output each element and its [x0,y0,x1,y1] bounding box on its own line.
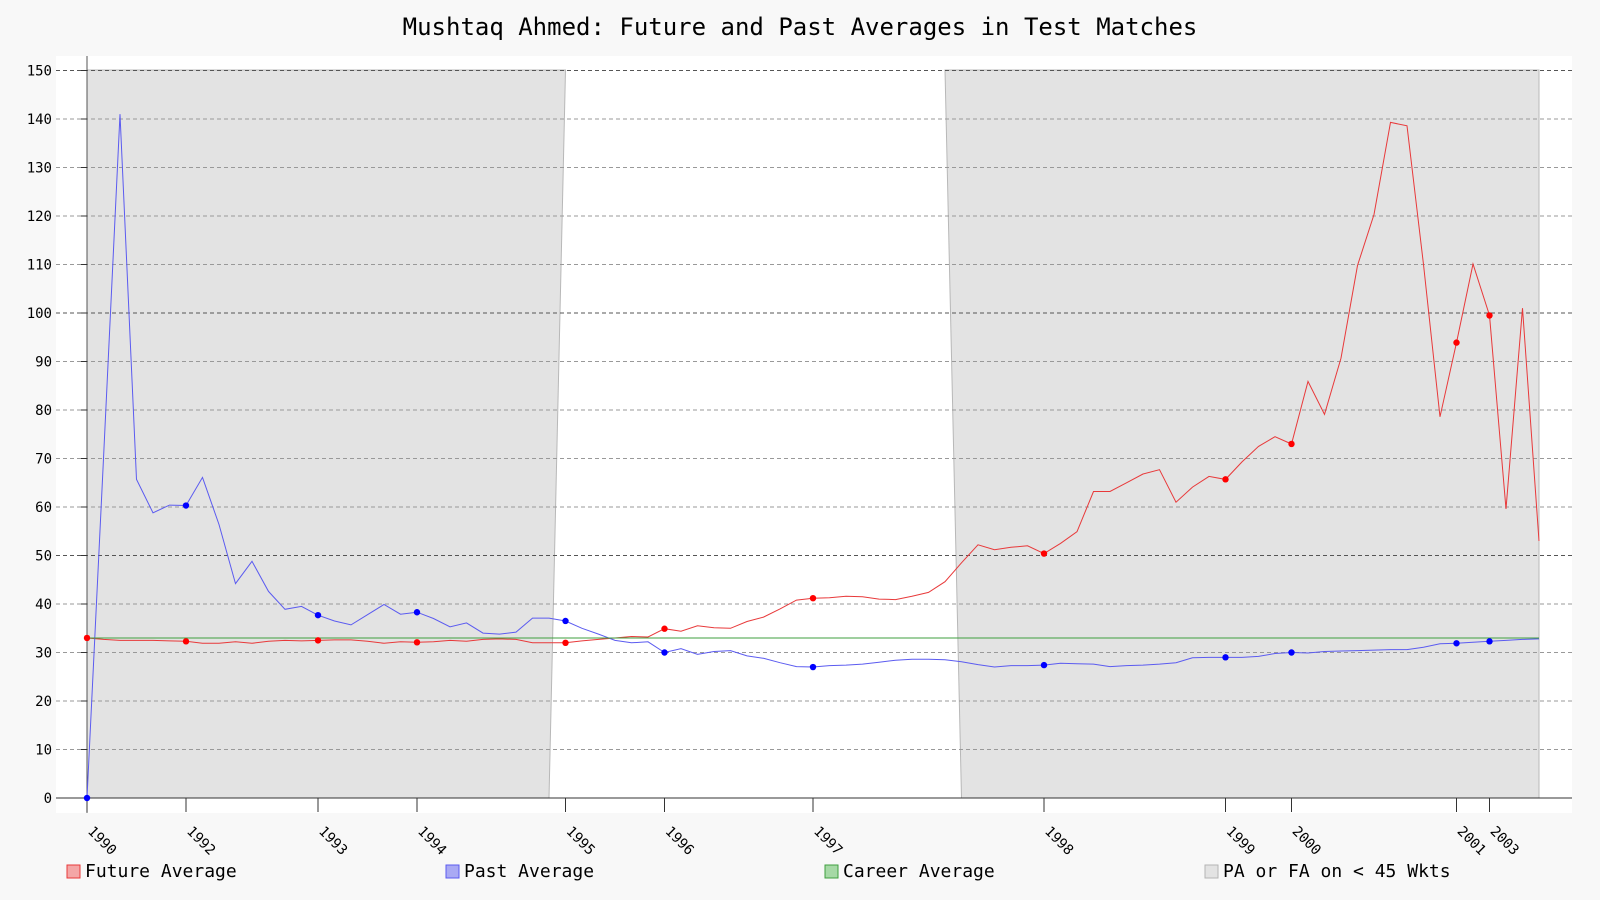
future-average-point [413,639,421,646]
shaded-region-1 [86,69,567,799]
shaded-region-2 [944,69,1540,799]
future-average-point [661,625,668,632]
y-tick-label: 0 [44,791,52,807]
legend-swatch-career-average [824,864,839,879]
legend-swatch-future-average [66,864,81,879]
shaded-regions [86,69,1540,799]
y-tick-label: 60 [35,500,52,516]
past-average-point [83,794,91,802]
future-average-point [1222,476,1229,483]
y-tick-label: 120 [27,209,52,225]
y-tick-label: 90 [35,355,52,371]
future-average-point [182,638,190,645]
future-average-point [83,634,91,642]
y-tick-label: 10 [35,743,52,759]
past-average-point [314,611,322,619]
past-average-point [562,617,569,625]
past-average-point [1222,654,1229,661]
y-tick-label: 70 [35,452,52,468]
y-tick-label: 150 [27,64,52,80]
y-tick-label: 80 [35,403,52,419]
legend-label-past-average: Past Average [464,861,594,882]
gridlines [56,70,1572,750]
y-tick-label: 130 [27,161,52,177]
y-tick-label: 30 [35,646,52,662]
y-tick-label: 20 [35,694,52,710]
future-average-point [314,637,322,644]
series-markers [83,312,1493,802]
past-average-point [413,609,421,616]
past-average-point [1040,661,1048,669]
past-average-point [809,663,817,671]
past-average-point [1486,638,1493,645]
future-average-point [1486,312,1493,319]
future-average-point [562,639,569,646]
future-average-point [1453,339,1460,346]
y-tick-label: 40 [35,597,52,613]
y-tick-label: 110 [27,258,52,274]
y-tick-label: 140 [27,112,52,128]
legend-label-career-average: Career Average [843,861,995,882]
legend-swatch-past-average [445,864,460,879]
axes [56,56,1572,813]
past-average-point [182,502,190,509]
legend-swatch-pa-or-fa-on-45-wkts [1204,864,1219,879]
past-average-point [1453,640,1460,647]
legend-label-pa-or-fa-on-45-wkts: PA or FA on < 45 Wkts [1223,861,1451,882]
legend: Future Average Past Average Career Average… [66,861,1451,882]
chart-title: Mushtaq Ahmed: Future and Past Averages … [403,13,1198,41]
y-tick-label: 50 [35,549,52,565]
past-average-point [661,649,668,656]
future-average-point [1288,440,1295,448]
y-tick-labels: 0 10 20 30 40 50 60 70 80 90 100 110 120 130 140 150 [27,64,87,807]
legend-label-future-average: Future Average [85,861,237,882]
y-tick-label: 100 [27,306,52,322]
future-average-point [809,594,817,602]
future-average-point [1040,550,1048,557]
past-average-point [1288,649,1295,656]
